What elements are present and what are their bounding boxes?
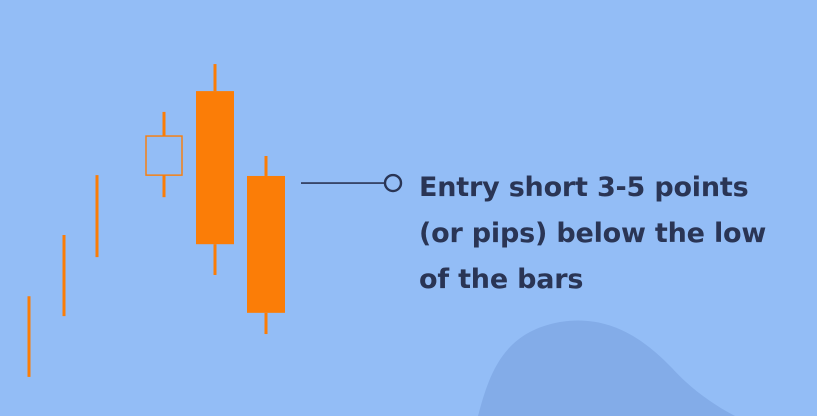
callout-pointer — [301, 173, 403, 193]
callout-text: Entry short 3-5 points (or pips) below t… — [419, 165, 814, 303]
callout-line-1: Entry short 3-5 points — [419, 172, 749, 203]
candle-body-bar-6 — [247, 175, 285, 313]
callout-line-2: (or pips) below the low — [419, 218, 767, 249]
candles-group — [27, 64, 285, 377]
callout-line-3: of the bars — [419, 264, 584, 295]
decorative-blob — [478, 320, 735, 416]
candle-body-bar-5 — [196, 91, 234, 245]
pointer-circle-icon — [383, 173, 403, 193]
candle-body-bar-4 — [145, 135, 183, 176]
